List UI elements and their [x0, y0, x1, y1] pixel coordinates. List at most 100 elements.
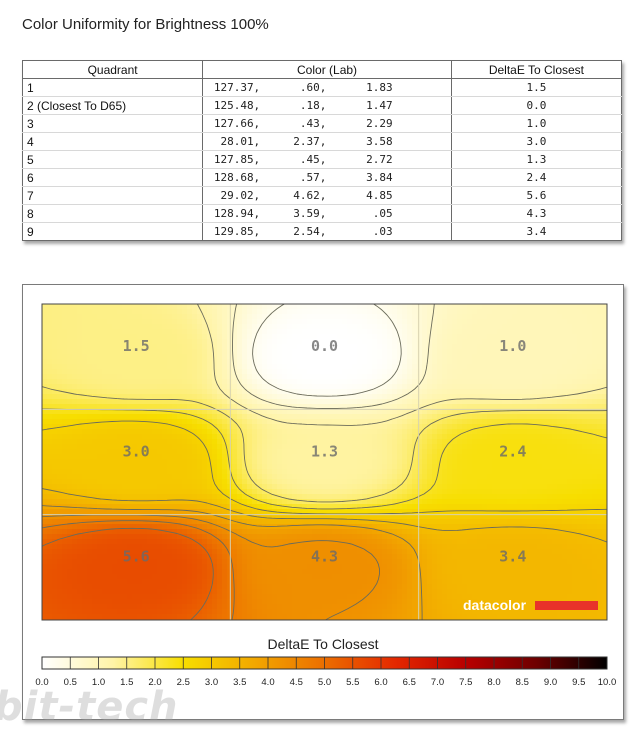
heatmap-pixel [457, 369, 463, 375]
heatmap-pixel [502, 389, 508, 395]
heatmap-pixel [317, 394, 323, 400]
heatmap-pixel [102, 454, 108, 460]
heatmap-pixel [137, 314, 143, 320]
heatmap-pixel [77, 369, 83, 375]
heatmap-pixel [52, 454, 58, 460]
heatmap-pixel [197, 429, 203, 435]
heatmap-pixel [257, 449, 263, 455]
heatmap-pixel [427, 414, 433, 420]
heatmap-pixel [72, 414, 78, 420]
heatmap-pixel [117, 329, 123, 335]
heatmap-pixel [177, 414, 183, 420]
heatmap-pixel [237, 334, 243, 340]
heatmap-pixel [552, 454, 558, 460]
heatmap-pixel [347, 334, 353, 340]
heatmap-pixel [252, 469, 258, 475]
heatmap-pixel [462, 519, 468, 525]
heatmap-pixel [442, 304, 448, 310]
heatmap-pixel [422, 329, 428, 335]
heatmap-pixel [492, 459, 498, 465]
heatmap-pixel [187, 484, 193, 490]
heatmap-pixel [72, 439, 78, 445]
heatmap-pixel [137, 324, 143, 330]
heatmap-pixel [597, 354, 603, 360]
heatmap-pixel [127, 324, 133, 330]
heatmap-pixel [312, 319, 318, 325]
heatmap-pixel [342, 449, 348, 455]
heatmap-pixel [217, 459, 223, 465]
heatmap-pixel [372, 309, 378, 315]
heatmap-pixel [597, 339, 603, 345]
heatmap-pixel [62, 319, 68, 325]
heatmap-pixel [267, 454, 273, 460]
heatmap-pixel [257, 364, 263, 370]
heatmap-pixel [512, 359, 518, 365]
heatmap-pixel [287, 439, 293, 445]
heatmap-pixel [597, 444, 603, 450]
heatmap-pixel [387, 324, 393, 330]
heatmap-pixel [482, 414, 488, 420]
heatmap-pixel [477, 464, 483, 470]
heatmap-pixel [112, 354, 118, 360]
heatmap-pixel [357, 364, 363, 370]
heatmap-pixel [577, 339, 583, 345]
heatmap-pixel [292, 359, 298, 365]
heatmap-pixel [227, 359, 233, 365]
heatmap-pixel [47, 359, 53, 365]
heatmap-pixel [417, 314, 423, 320]
heatmap-pixel [567, 464, 573, 470]
heatmap-pixel [107, 464, 113, 470]
heatmap-pixel [302, 304, 308, 310]
heatmap-pixel [162, 314, 168, 320]
heatmap-pixel [52, 449, 58, 455]
heatmap-pixel [117, 519, 123, 525]
heatmap-pixel [442, 494, 448, 500]
heatmap-pixel [512, 489, 518, 495]
heatmap-pixel [272, 454, 278, 460]
heatmap-pixel [282, 319, 288, 325]
heatmap-pixel [582, 349, 588, 355]
heatmap-pixel [462, 439, 468, 445]
heatmap-pixel [92, 374, 98, 380]
heatmap-pixel [552, 359, 558, 365]
heatmap-pixel [152, 429, 158, 435]
heatmap-pixel [227, 429, 233, 435]
heatmap-pixel [87, 414, 93, 420]
heatmap-pixel [527, 484, 533, 490]
heatmap-pixel [42, 374, 48, 380]
heatmap-pixel [297, 379, 303, 385]
heatmap-pixel [547, 489, 553, 495]
heatmap-pixel [357, 334, 363, 340]
heatmap-pixel [382, 444, 388, 450]
heatmap-pixel [292, 329, 298, 335]
heatmap-pixel [562, 439, 568, 445]
heatmap-pixel [262, 349, 268, 355]
heatmap-pixel [517, 479, 523, 485]
heatmap-pixel [112, 519, 118, 525]
heatmap-pixel [97, 464, 103, 470]
heatmap-pixel [122, 304, 128, 310]
heatmap-pixel [557, 484, 563, 490]
heatmap-pixel [357, 339, 363, 345]
heatmap-pixel [417, 464, 423, 470]
heatmap-pixel [302, 399, 308, 405]
heatmap-pixel [97, 354, 103, 360]
heatmap-pixel [552, 334, 558, 340]
heatmap-pixel [92, 334, 98, 340]
heatmap-pixel [447, 404, 453, 410]
heatmap-pixel [172, 374, 178, 380]
heatmap-pixel [507, 429, 513, 435]
heatmap-pixel [552, 384, 558, 390]
heatmap-pixel [52, 429, 58, 435]
heatmap-pixel [452, 504, 458, 510]
heatmap-pixel [422, 474, 428, 480]
heatmap-pixel [547, 444, 553, 450]
heatmap-pixel [382, 319, 388, 325]
heatmap-pixel [482, 464, 488, 470]
heatmap-pixel [312, 414, 318, 420]
heatmap-pixel [432, 304, 438, 310]
heatmap-pixel [122, 489, 128, 495]
heatmap-pixel [87, 319, 93, 325]
heatmap-pixel [97, 414, 103, 420]
heatmap-pixel [287, 459, 293, 465]
